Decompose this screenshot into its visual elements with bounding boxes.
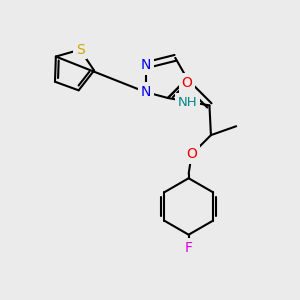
Text: N: N [140,85,151,99]
Text: NH: NH [177,96,197,109]
Text: S: S [76,43,84,57]
Text: O: O [186,148,197,161]
Text: N: N [140,58,151,72]
Text: O: O [182,76,193,90]
Text: F: F [184,241,193,255]
